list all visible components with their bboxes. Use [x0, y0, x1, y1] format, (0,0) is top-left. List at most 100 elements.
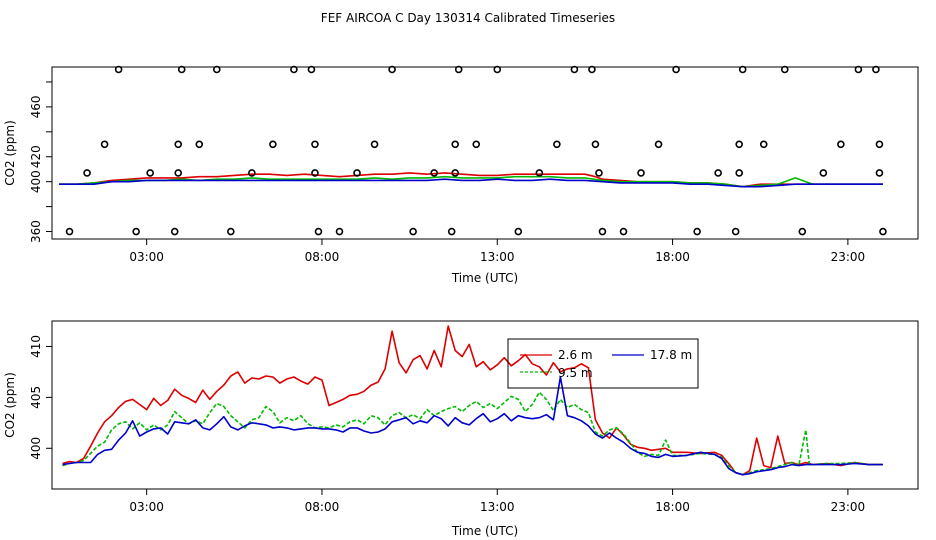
top-point — [735, 169, 743, 177]
bottom-ytick-label: 410 — [29, 335, 43, 358]
top-point — [879, 227, 887, 236]
top-point — [447, 227, 456, 236]
top-series-17-8-m — [59, 178, 883, 188]
top-xtick-label: 23:00 — [831, 250, 866, 264]
top-point — [553, 140, 561, 149]
legend-label-17-8m: 17.8 m — [650, 348, 692, 362]
top-point — [731, 227, 740, 236]
top-point — [430, 169, 438, 177]
top-ytick-label: 460 — [29, 95, 43, 118]
top-point — [454, 65, 463, 74]
bottom-series-9-5-m — [62, 391, 883, 476]
top-point — [759, 140, 768, 149]
top-point — [314, 227, 323, 236]
top-point — [654, 140, 663, 149]
top-point — [311, 140, 319, 149]
bottom-x-label: Time (UTC) — [451, 524, 518, 538]
top-point — [370, 140, 379, 149]
top-point — [798, 227, 807, 236]
top-point — [146, 169, 154, 177]
top-ytick-label: 420 — [29, 145, 43, 168]
legend-label-9-5m: 9.5 m — [558, 366, 593, 380]
top-point — [535, 169, 544, 177]
bottom-plot-frame — [51, 320, 919, 490]
top-point — [227, 227, 235, 236]
bottom-series-group — [62, 325, 883, 476]
top-point — [591, 140, 600, 149]
top-point — [174, 140, 183, 149]
top-point — [83, 169, 91, 177]
top-point — [290, 65, 298, 74]
top-point — [114, 65, 123, 74]
top-x-label: Time (UTC) — [451, 271, 518, 285]
bottom-y-axis: 400 405 410 — [29, 335, 52, 460]
top-point — [854, 65, 863, 74]
top-point — [307, 65, 316, 74]
top-point — [65, 227, 74, 236]
top-point — [335, 227, 344, 236]
top-point — [875, 140, 884, 149]
top-point — [472, 140, 481, 149]
bottom-x-axis: 03:00 08:00 13:00 18:00 23:00 — [129, 489, 865, 514]
top-points-group — [65, 65, 887, 236]
top-point — [837, 140, 845, 149]
top-point — [177, 65, 186, 74]
top-point — [451, 169, 459, 177]
bottom-y-label: CO2 (ppm) — [3, 372, 17, 438]
top-point — [311, 169, 319, 177]
top-point — [693, 227, 701, 236]
top-point — [714, 169, 722, 177]
top-xtick-label: 13:00 — [480, 250, 515, 264]
top-point — [570, 65, 579, 74]
top-point — [595, 169, 603, 177]
bottom-xtick-label: 18:00 — [655, 500, 690, 514]
top-point — [588, 65, 596, 74]
top-point — [248, 169, 256, 177]
top-point — [875, 169, 884, 177]
chart-title: FEF AIRCOA C Day 130314 Calibrated Times… — [321, 11, 615, 25]
top-xtick-label: 18:00 — [655, 250, 690, 264]
bottom-series-2-6-m — [62, 325, 883, 476]
top-point — [409, 227, 417, 236]
top-point — [174, 169, 183, 177]
top-y-axis: 360 400 420 460 — [29, 81, 52, 243]
bottom-ytick-label: 400 — [29, 437, 43, 460]
top-point — [637, 169, 645, 177]
top-ytick-label: 360 — [29, 220, 43, 243]
top-point — [195, 140, 204, 149]
top-xtick-label: 03:00 — [129, 250, 164, 264]
bottom-series-17-8-m — [62, 376, 883, 476]
top-point — [212, 65, 221, 74]
bottom-panel: 03:00 08:00 13:00 18:00 23:00 400 405 410 Time… — [3, 320, 919, 538]
legend-label-2-6m: 2.6 m — [558, 348, 593, 362]
top-point — [872, 65, 880, 74]
top-x-axis: 03:00 08:00 13:00 18:00 23:00 — [129, 239, 865, 264]
bottom-xtick-label: 23:00 — [831, 500, 866, 514]
top-point — [735, 140, 743, 149]
top-point — [353, 169, 361, 177]
top-ytick-label: 400 — [29, 170, 43, 193]
top-point — [100, 140, 109, 149]
top-series-group — [59, 172, 883, 188]
top-panel: 03:00 08:00 13:00 18:00 23:00 360 400 420 460 T… — [3, 65, 919, 285]
top-point — [598, 227, 607, 236]
top-point — [780, 65, 789, 74]
top-point — [672, 65, 680, 74]
bottom-ytick-label: 405 — [29, 386, 43, 409]
top-point — [619, 227, 628, 236]
top-point — [388, 65, 396, 74]
bottom-xtick-label: 13:00 — [480, 500, 515, 514]
top-point — [738, 65, 747, 74]
top-point — [132, 227, 140, 236]
top-y-label: CO2 (ppm) — [3, 120, 17, 186]
bottom-xtick-label: 08:00 — [305, 500, 340, 514]
bottom-xtick-label: 03:00 — [129, 500, 164, 514]
top-point — [269, 140, 277, 149]
top-xtick-label: 08:00 — [305, 250, 340, 264]
top-point — [819, 169, 828, 177]
top-point — [514, 227, 523, 236]
legend: 2.6 m 9.5 m 17.8 m — [507, 338, 699, 389]
legend-box — [507, 338, 699, 389]
top-plot-frame — [51, 66, 919, 240]
